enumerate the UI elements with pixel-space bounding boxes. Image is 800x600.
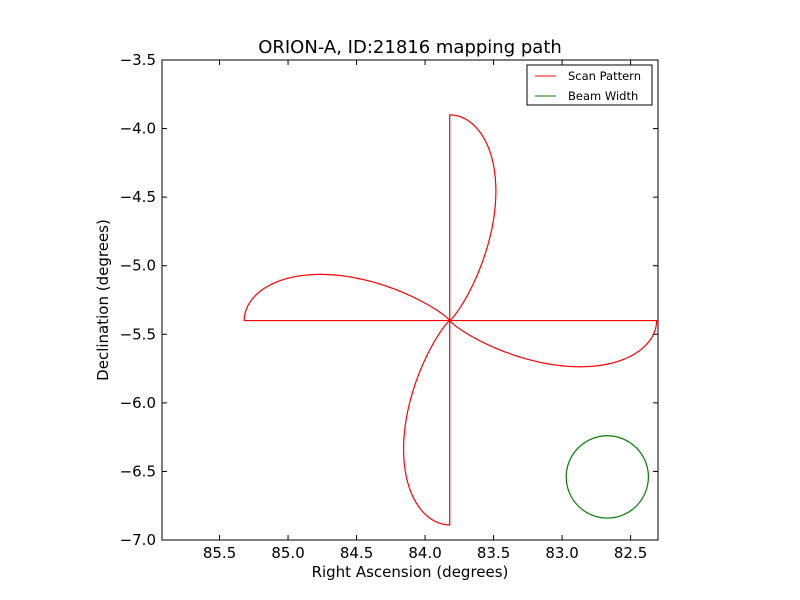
y-tick-label: −7.0 — [120, 531, 156, 549]
beam-width-circle — [565, 435, 650, 519]
scan-pattern-path — [243, 114, 658, 526]
y-tick-label: −6.5 — [120, 462, 156, 480]
x-tick-label: 85.0 — [271, 544, 304, 562]
legend: Scan Pattern Beam Width — [526, 64, 653, 106]
chart-title: ORION-A, ID:21816 mapping path — [258, 37, 562, 58]
y-tick-label: −5.5 — [120, 325, 156, 343]
y-axis-label: Declination (degrees) — [94, 219, 112, 381]
y-tick-label: −4.0 — [120, 120, 156, 138]
x-axis: 85.5 85.0 84.5 84.0 83.5 83.0 82.5 — [203, 60, 647, 562]
y-tick-label: −4.5 — [120, 188, 156, 206]
legend-scan-pattern-label: Scan Pattern — [568, 69, 641, 83]
x-tick-label: 83.5 — [477, 544, 510, 562]
x-tick-label: 84.0 — [408, 544, 441, 562]
legend-beam-width-label: Beam Width — [568, 89, 638, 103]
x-tick-label: 83.0 — [545, 544, 578, 562]
y-axis: −3.5 −4.0 −4.5 −5.0 −5.5 −6.0 −6.5 −7.0 — [120, 51, 658, 549]
x-tick-label: 85.5 — [203, 544, 236, 562]
y-tick-label: −6.0 — [120, 394, 156, 412]
y-tick-label: −5.0 — [120, 257, 156, 275]
x-axis-label: Right Ascension (degrees) — [312, 563, 509, 581]
x-tick-label: 84.5 — [340, 544, 373, 562]
axes-frame — [161, 59, 659, 541]
x-tick-label: 82.5 — [614, 544, 647, 562]
legend-box — [526, 64, 653, 106]
y-tick-label: −3.5 — [120, 51, 156, 69]
plot-area — [243, 114, 658, 526]
